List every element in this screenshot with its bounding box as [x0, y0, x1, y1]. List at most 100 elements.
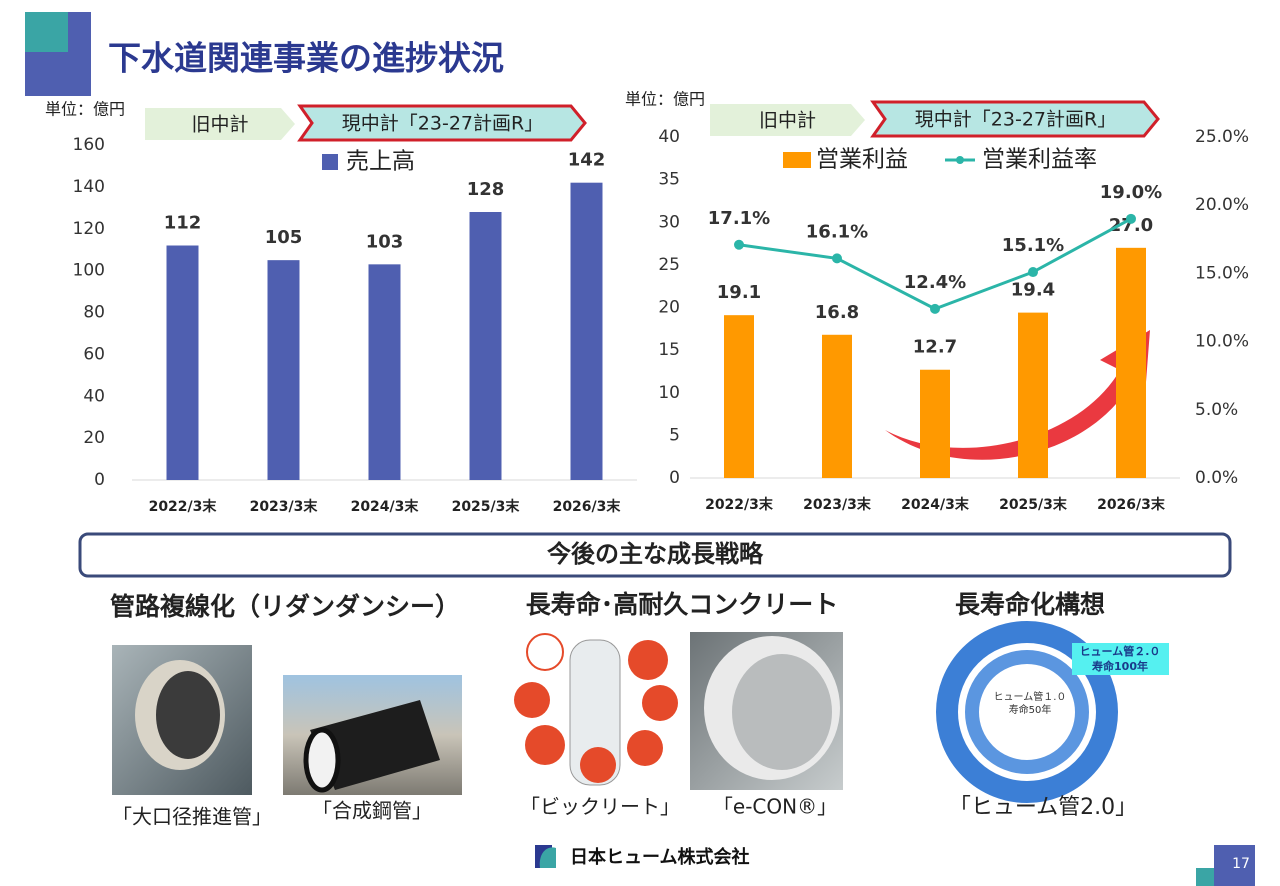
period-arrow — [297, 104, 587, 142]
line-point — [734, 239, 744, 250]
y-tick-label: 35 — [658, 170, 680, 190]
bar — [267, 260, 300, 480]
photo — [628, 640, 668, 680]
legend-label: 営業利益 — [816, 147, 908, 173]
x-tick-label: 2024/3末 — [901, 496, 970, 513]
period-label: 旧中計 — [191, 114, 248, 136]
x-tick-label: 2026/3末 — [553, 498, 622, 515]
x-tick-label: 2023/3末 — [250, 498, 319, 515]
data-label: 128 — [467, 179, 505, 200]
x-tick-label: 2022/3末 — [149, 498, 218, 515]
photo — [514, 682, 550, 718]
photo — [627, 730, 663, 766]
slide-title: 下水道関連事業の進捗状況 — [108, 39, 504, 78]
period-arrow — [870, 100, 1160, 138]
caption: 「e-CON®」 — [713, 795, 837, 819]
y2-tick-label: 25.0% — [1195, 127, 1249, 147]
y-tick-label: 25 — [658, 255, 680, 275]
photo — [525, 725, 565, 765]
y-tick-label: 60 — [83, 344, 105, 364]
y-tick-label: 20 — [658, 298, 680, 318]
bar — [166, 245, 199, 480]
y-tick-label: 80 — [83, 303, 105, 323]
bar — [920, 369, 950, 478]
x-tick-label: 2024/3末 — [351, 498, 420, 515]
caption: 「合成鋼管」 — [312, 799, 432, 823]
caption: 「ビックリート」 — [520, 795, 680, 819]
item-title: 管路複線化（リダンダンシー） — [110, 592, 460, 621]
data-label: 12.4% — [904, 272, 966, 293]
y-tick-label: 15 — [658, 340, 680, 360]
item-title: 長寿命化構想 — [955, 590, 1105, 619]
photo — [569, 639, 621, 786]
y-tick-label: 0 — [669, 468, 680, 488]
bar — [724, 315, 754, 478]
line-point — [1028, 267, 1038, 278]
unit-label: 単位：億円 — [625, 90, 705, 109]
y-tick-label: 30 — [658, 212, 680, 232]
data-label: 19.0% — [1100, 182, 1162, 203]
data-label: 12.7 — [913, 337, 957, 358]
y-tick-label: 20 — [83, 428, 105, 448]
diagram-label: 寿命100年 — [1092, 659, 1148, 673]
y2-tick-label: 20.0% — [1195, 195, 1249, 215]
y2-tick-label: 5.0% — [1195, 400, 1238, 420]
diagram-label: ヒューム管２.０ — [1080, 644, 1161, 658]
data-label: 16.1% — [806, 221, 868, 242]
y-tick-label: 5 — [669, 425, 680, 445]
data-label: 103 — [366, 231, 404, 252]
period-label: 現中計「23-27計画R」 — [342, 113, 543, 135]
photo — [526, 633, 564, 671]
bar — [1018, 312, 1048, 478]
y2-tick-label: 10.0% — [1195, 332, 1249, 352]
y-tick-label: 100 — [73, 261, 105, 281]
data-label: 27.0 — [1109, 215, 1153, 236]
x-tick-label: 2023/3末 — [803, 496, 872, 513]
photo — [732, 654, 832, 770]
x-tick-label: 2022/3末 — [705, 496, 774, 513]
y-tick-label: 40 — [83, 386, 105, 406]
period-arrow — [710, 104, 865, 136]
item-title: 長寿命･高耐久コンクリート — [526, 590, 839, 619]
diagram-ring — [965, 650, 1089, 774]
photo — [642, 685, 678, 721]
y-tick-label: 0 — [94, 470, 105, 490]
bar — [469, 212, 502, 480]
line-point — [1126, 213, 1136, 224]
caption: 「ヒューム管2.0」 — [949, 795, 1137, 820]
photo — [303, 727, 341, 793]
diagram-ring — [936, 621, 1118, 803]
photo — [310, 700, 440, 790]
data-label: 19.1 — [717, 282, 761, 303]
data-label: 105 — [265, 227, 303, 248]
period-arrow — [145, 108, 295, 140]
x-tick-label: 2025/3末 — [999, 496, 1068, 513]
legend-label: 売上高 — [346, 149, 415, 175]
y-tick-label: 160 — [73, 135, 105, 155]
photo — [580, 747, 616, 783]
line — [738, 217, 1132, 311]
company-name: 日本ヒューム株式会社 — [570, 846, 749, 868]
bar — [368, 264, 401, 480]
legend-label: 営業利益率 — [982, 147, 1097, 173]
data-label: 15.1% — [1002, 235, 1064, 256]
bar — [1116, 247, 1146, 478]
strategy-heading-box — [78, 532, 1232, 578]
diagram-label: ヒューム管１.０ — [994, 690, 1067, 703]
y2-tick-label: 0.0% — [1195, 468, 1238, 488]
x-tick-label: 2026/3末 — [1097, 496, 1166, 513]
caption: 「大口径推進管」 — [112, 805, 272, 829]
y-tick-label: 140 — [73, 177, 105, 197]
x-tick-label: 2025/3末 — [452, 498, 521, 515]
data-label: 19.4 — [1011, 280, 1055, 301]
bar — [822, 334, 852, 478]
legend-dot — [956, 156, 964, 164]
strategy-heading: 今後の主な成長戦略 — [547, 540, 764, 568]
legend-swatch — [322, 154, 338, 170]
y2-tick-label: 15.0% — [1195, 263, 1249, 283]
unit-label: 単位：億円 — [45, 100, 125, 119]
strategy: 今後の主な成長戦略 管路複線化（リダンダンシー） 長寿命･高耐久コンクリート 長… — [78, 532, 1232, 829]
diagram-label: 寿命50年 — [1009, 703, 1052, 716]
page-box — [1214, 845, 1255, 886]
